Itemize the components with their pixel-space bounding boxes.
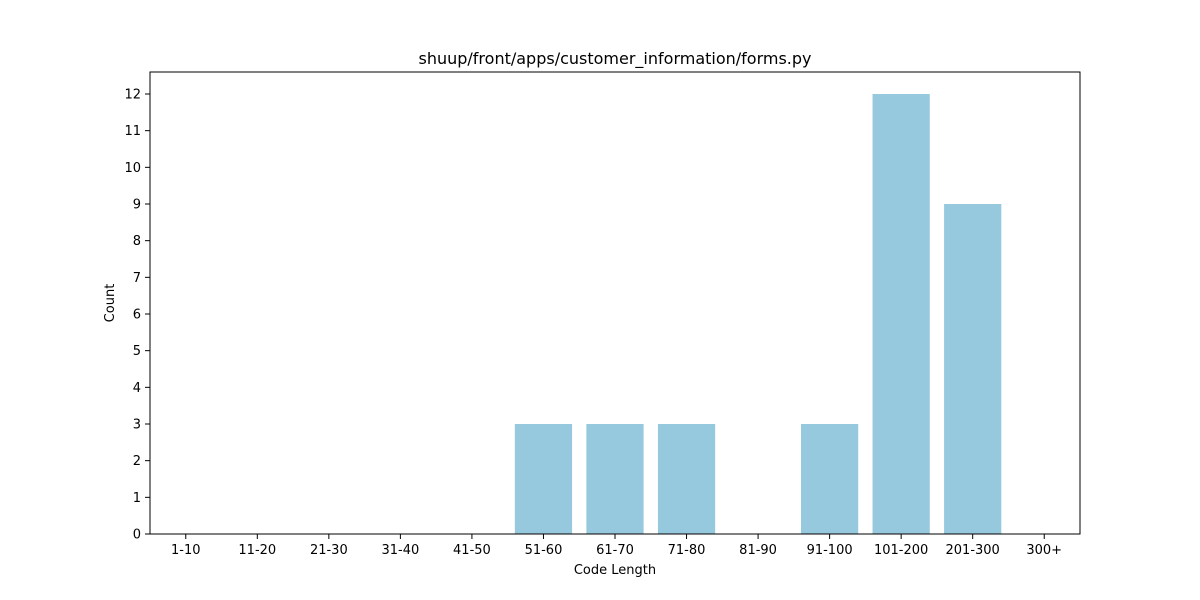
y-tick-label: 12 [124,88,141,103]
bar-201-300 [944,204,1002,534]
y-tick-label: 3 [133,418,141,433]
x-tick-label: 61-70 [596,543,634,558]
y-axis-label: Count [103,284,118,323]
x-tick-label: 300+ [1026,543,1062,558]
y-tick-label: 11 [124,124,141,139]
x-tick-label: 11-20 [238,543,276,558]
y-tick-label: 6 [133,308,141,323]
y-tick-label: 10 [124,161,141,176]
y-tick-label: 5 [133,344,141,359]
x-tick-label: 31-40 [381,543,419,558]
bar-51-60 [514,424,573,534]
bar-91-100 [801,424,859,534]
x-tick-label: 71-80 [668,543,706,558]
y-tick-label: 4 [133,381,141,396]
y-tick-label: 0 [133,528,141,543]
plot-frame [149,71,1081,535]
x-tick-label: 81-90 [739,543,777,558]
x-tick-label: 91-100 [807,543,853,558]
bar-61-70 [586,424,644,534]
x-tick-label: 101-200 [874,543,928,558]
x-tick-label: 41-50 [453,543,491,558]
chart-title: shuup/front/apps/customer_information/fo… [418,49,811,69]
x-tick-label: 21-30 [310,543,348,558]
y-tick-label: 7 [133,271,141,286]
x-axis-ticks: 1-10 11-20 21-30 31-40 41-50 51-60 61-70 71-80 8… [171,534,1062,558]
y-tick-label: 8 [133,234,141,249]
x-tick-label: 201-300 [946,543,1000,558]
x-tick-label: 51-60 [525,543,563,558]
x-tick-label: 1-10 [171,543,201,558]
y-tick-label: 1 [133,491,141,506]
bar-71-80 [657,424,716,534]
x-axis-label: Code Length [574,563,656,578]
bar-101-200 [872,94,930,534]
y-tick-label: 2 [133,454,141,469]
bars [514,94,1002,534]
y-tick-label: 9 [133,198,141,213]
